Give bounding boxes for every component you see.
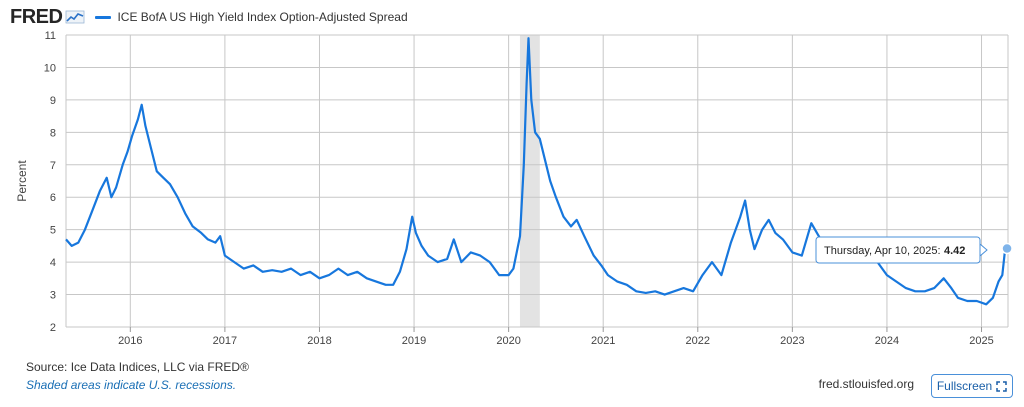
x-tick-label: 2018 xyxy=(307,335,331,347)
hover-point-marker xyxy=(1001,242,1013,255)
y-tick-label: 4 xyxy=(50,257,56,269)
x-tick-label: 2017 xyxy=(213,335,237,347)
y-tick-label: 11 xyxy=(45,30,56,42)
fullscreen-icon xyxy=(996,380,1007,392)
fred-logo[interactable]: FRED xyxy=(10,6,85,29)
x-tick-label: 2024 xyxy=(875,335,899,347)
recession-note: Shaded areas indicate U.S. recessions. xyxy=(26,378,237,392)
x-tick-label: 2023 xyxy=(780,335,804,347)
tooltip-arrow xyxy=(979,242,988,258)
legend-swatch xyxy=(95,15,112,19)
y-axis-title: Percent xyxy=(15,160,29,202)
x-tick-label: 2019 xyxy=(402,335,426,347)
tooltip-date: Thursday, Apr 10, 2025: xyxy=(824,245,941,257)
chart-header: FRED ICE BofA US High Yield Index Option… xyxy=(10,6,408,28)
chart-footer: Source: Ice Data Indices, LLC via FRED® … xyxy=(26,358,249,394)
fullscreen-button[interactable]: Fullscreen xyxy=(931,374,1013,398)
y-tick-label: 2 xyxy=(50,322,56,334)
chart-line-icon xyxy=(66,10,85,24)
x-tick-label: 2021 xyxy=(591,335,615,347)
site-link[interactable]: fred.stlouisfed.org xyxy=(818,377,914,391)
tooltip-value: 4.42 xyxy=(944,245,965,257)
x-tick-label: 2016 xyxy=(118,335,142,347)
x-tick-label: 2025 xyxy=(969,335,993,347)
y-tick-label: 6 xyxy=(50,192,56,204)
logo-text: FRED xyxy=(10,5,63,28)
y-tick-label: 8 xyxy=(50,127,56,139)
y-tick-label: 3 xyxy=(50,290,56,302)
y-tick-label: 9 xyxy=(50,95,56,107)
x-tick-label: 2022 xyxy=(686,335,710,347)
chart-legend: ICE BofA US High Yield Index Option-Adju… xyxy=(95,10,408,24)
source-text: Source: Ice Data Indices, LLC via FRED® xyxy=(26,360,249,374)
y-tick-label: 10 xyxy=(44,62,56,74)
tooltip: Thursday, Apr 10, 2025: 4.42 xyxy=(815,236,988,264)
x-tick-label: 2020 xyxy=(496,335,520,347)
legend-label: ICE BofA US High Yield Index Option-Adju… xyxy=(117,10,408,24)
y-tick-label: 5 xyxy=(50,225,56,237)
fullscreen-label: Fullscreen xyxy=(936,379,993,393)
y-tick-label: 7 xyxy=(50,160,56,172)
